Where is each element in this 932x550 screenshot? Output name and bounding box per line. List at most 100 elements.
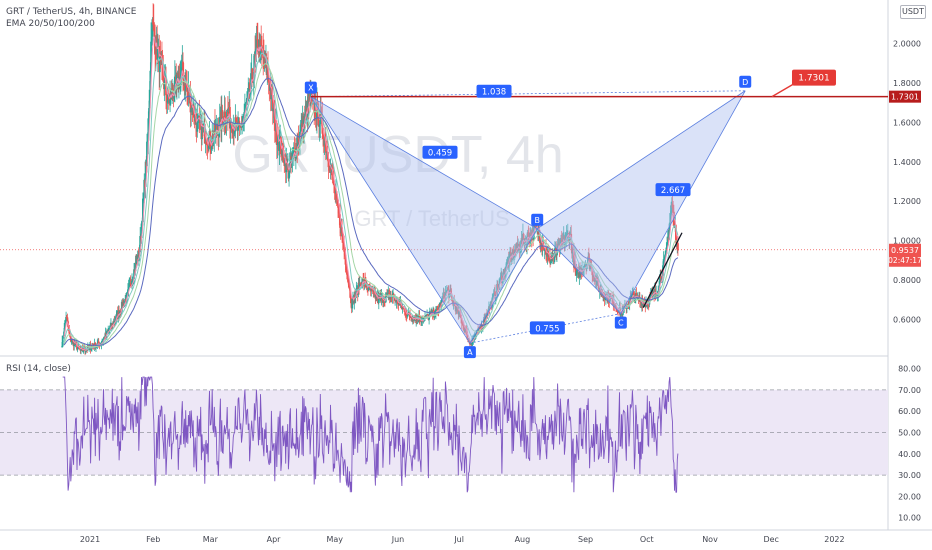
candle-body [460, 316, 462, 319]
candle-body [368, 284, 371, 286]
candle-body [114, 320, 116, 323]
candle-body [591, 267, 594, 276]
candle-body [64, 319, 67, 323]
candle-body [549, 261, 552, 264]
candle-body [314, 101, 317, 117]
candle-body [327, 160, 330, 168]
pattern-xab-triangle [310, 96, 538, 344]
candle-body [598, 286, 600, 292]
candle-body [663, 257, 666, 260]
candle-body [235, 121, 238, 123]
target-callout-pointer [771, 82, 797, 98]
candle-body [244, 104, 247, 107]
candle-body [489, 304, 492, 309]
candle-body [463, 327, 466, 332]
candle-body [256, 39, 259, 52]
candle-body [76, 347, 79, 350]
candle-body [522, 233, 525, 240]
candle-body [464, 329, 467, 332]
candle-body [128, 284, 131, 287]
candle-body [496, 284, 498, 296]
candle-body [420, 320, 422, 323]
candle-body [551, 254, 554, 259]
candle-body [345, 264, 348, 271]
candle-body [125, 293, 128, 303]
candle-body [67, 327, 70, 330]
target-callout-box [791, 69, 836, 86]
candle-body [598, 290, 601, 292]
candle-body [297, 139, 300, 144]
rsi-axis-label: 50.00 [898, 428, 921, 437]
candle-body [268, 80, 271, 91]
candle-body [617, 312, 620, 313]
candle-body [343, 251, 346, 256]
candle-body [129, 282, 132, 286]
candle-body [359, 283, 362, 285]
candle-body [198, 116, 201, 118]
candle-body [458, 312, 460, 315]
candle-body [660, 278, 663, 280]
candle-body [186, 86, 188, 88]
candle-body [341, 227, 343, 234]
candle-body [332, 175, 335, 184]
candle-body [182, 75, 185, 86]
time-axis-label: 2021 [80, 535, 100, 544]
candle-body [479, 326, 481, 329]
candle-body [338, 213, 341, 215]
candle-body [205, 142, 208, 145]
symbol-title: GRT / TetherUS, 4h, BINANCE [6, 7, 137, 17]
point-label-d: D [742, 78, 748, 87]
candle-body [651, 292, 654, 295]
candle-body [254, 53, 256, 55]
candle-body [163, 80, 166, 90]
candle-body [196, 117, 199, 132]
candle-body [635, 293, 638, 297]
candle-body [460, 318, 463, 324]
target-price-badge-label: 1.7301 [891, 93, 919, 102]
candle-body [601, 293, 604, 296]
point-label-box [463, 346, 476, 359]
candle-body [231, 125, 233, 133]
candle-body [486, 313, 489, 316]
candle-body [461, 323, 464, 325]
candle-body [342, 241, 345, 245]
candle-body [364, 279, 367, 281]
candle-body [420, 321, 423, 323]
candle-body [202, 126, 205, 129]
candle-body [254, 49, 257, 55]
candle-body [127, 289, 129, 293]
candle-body [492, 294, 495, 296]
candle-body [674, 225, 677, 243]
candle-body [471, 341, 473, 345]
candle-body [664, 250, 667, 256]
candle-body [666, 237, 669, 245]
pattern-xd-dotted-line [310, 90, 746, 98]
price-axis-label: 1.6000 [893, 118, 921, 127]
candle-body [70, 341, 73, 343]
candle-body [576, 269, 579, 272]
candle-body [423, 318, 426, 319]
candle-body [250, 73, 252, 89]
candle-body [61, 335, 64, 347]
candle-body [334, 193, 337, 195]
candle-body [144, 161, 147, 187]
candle-body [519, 248, 522, 251]
candle-body [339, 214, 341, 228]
candle-body [669, 216, 672, 223]
candle-body [272, 108, 275, 112]
candle-body [253, 53, 256, 73]
currency-badge[interactable]: USDT [900, 5, 926, 19]
rsi-axis-label: 40.00 [898, 450, 921, 459]
rsi-axis-label: 80.00 [898, 365, 921, 374]
candle-body [104, 332, 107, 339]
time-axis-label: May [326, 535, 343, 544]
time-axis-label: Oct [640, 535, 654, 544]
candle-body [499, 278, 502, 280]
price-axis-label: 1.0000 [893, 237, 921, 246]
candle-body [658, 280, 661, 290]
candle-body [142, 193, 145, 199]
candle-body [323, 139, 326, 146]
candle-body [672, 207, 675, 216]
candle-body [647, 304, 650, 306]
